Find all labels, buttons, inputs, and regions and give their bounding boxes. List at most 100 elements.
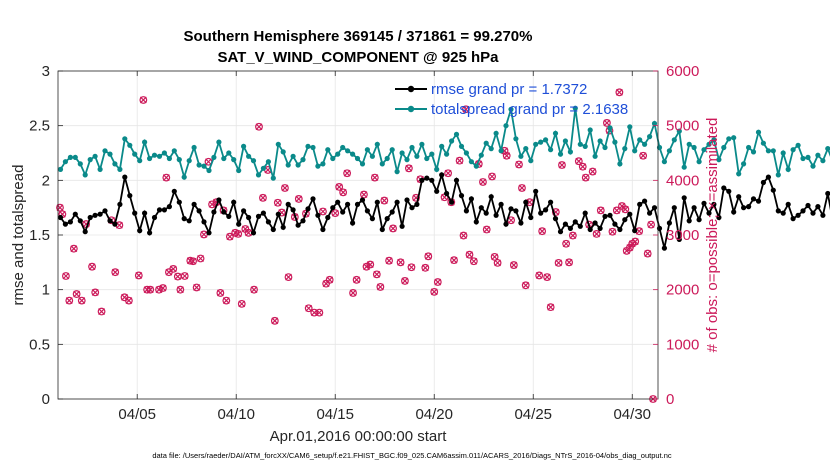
totalspread-point xyxy=(404,157,410,163)
totalspread-point xyxy=(726,136,732,142)
totalspread-point xyxy=(770,148,776,154)
totalspread-point xyxy=(280,149,286,155)
totalspread-point xyxy=(498,148,504,154)
obs-count-point xyxy=(255,122,263,131)
totalspread-point xyxy=(775,172,781,178)
rmse-point xyxy=(444,190,450,197)
obs-count-point xyxy=(111,268,120,277)
totalspread-point xyxy=(661,159,668,165)
rmse-point xyxy=(602,213,608,219)
rmse-point xyxy=(330,205,336,211)
rmse-point xyxy=(166,204,172,210)
rmse-point xyxy=(552,216,559,222)
rmse-point xyxy=(557,229,564,235)
totalspread-point xyxy=(711,137,717,143)
rmse-point xyxy=(567,225,574,231)
obs-count-point xyxy=(515,160,523,169)
obs-count-point xyxy=(546,303,555,312)
obs-count-point xyxy=(424,252,433,261)
rmse-point xyxy=(468,196,474,202)
totalspread-point xyxy=(449,138,455,144)
totalspread-point xyxy=(211,154,217,160)
rmse-point xyxy=(374,199,380,205)
totalspread-point xyxy=(102,148,108,154)
totalspread-point xyxy=(676,128,682,134)
totalspread-point xyxy=(226,150,232,156)
rmse-point xyxy=(315,212,321,218)
rmse-point xyxy=(543,207,549,213)
totalspread-point xyxy=(825,146,830,152)
obs-count-point xyxy=(139,96,148,104)
totalspread-point xyxy=(627,124,633,130)
obs-count-point xyxy=(433,278,442,286)
rmse-point xyxy=(255,213,262,219)
totalspread-point xyxy=(607,125,613,131)
totalspread-point xyxy=(597,138,603,144)
totalspread-point xyxy=(820,158,826,164)
rmse-point xyxy=(587,226,593,233)
obs-count-point xyxy=(385,256,393,265)
rmse-point xyxy=(790,216,796,222)
totalspread-point xyxy=(790,147,796,153)
y-right-tick-label: 3000 xyxy=(666,227,699,244)
totalspread-point xyxy=(250,158,257,164)
rmse-point xyxy=(419,177,425,183)
totalspread-point xyxy=(295,162,301,168)
totalspread-point xyxy=(533,141,539,147)
y-left-tick-label: 3 xyxy=(42,63,50,80)
obs-count-point xyxy=(509,261,518,269)
axes-layer: 04/05 04/10 04/15 04/20 04/25 04/30 0 0.5 1 1.5 2 2… xyxy=(29,63,699,423)
x-tick-label: 04/05 xyxy=(118,406,156,423)
totalspread-point xyxy=(647,134,653,140)
totalspread-point xyxy=(617,161,623,167)
totalspread-point xyxy=(112,161,118,167)
obs-count-point xyxy=(396,258,405,267)
legend: rmse grand pr = 1.7372 totalspread grand… xyxy=(395,81,628,118)
totalspread-point xyxy=(508,106,514,112)
totalspread-point xyxy=(493,130,499,136)
rmse-point xyxy=(142,210,148,216)
totalspread-point xyxy=(142,139,148,145)
obs-count-point xyxy=(372,270,381,279)
rmse-point xyxy=(270,226,276,233)
totalspread-point xyxy=(320,161,326,167)
rmse-point xyxy=(434,188,440,194)
totalspread-point xyxy=(62,159,68,165)
obs-count-point xyxy=(216,289,225,297)
rmse-point xyxy=(87,214,93,221)
rmse-point xyxy=(800,208,806,214)
obs-count-point xyxy=(259,193,267,202)
rmse-point xyxy=(72,211,78,217)
obs-count-point xyxy=(270,316,279,325)
totalspread-point xyxy=(379,161,385,167)
rmse-point xyxy=(226,213,232,219)
obs-count-point xyxy=(234,230,243,238)
totalspread-point xyxy=(310,144,316,151)
totalspread-point xyxy=(552,130,559,136)
rmse-point xyxy=(562,221,569,227)
totalspread-point xyxy=(359,161,366,167)
obs-count-point xyxy=(568,231,577,240)
rmse-point xyxy=(637,201,643,207)
rmse-point xyxy=(265,219,271,225)
rmse-point xyxy=(458,193,465,199)
totalspread-point xyxy=(186,158,192,164)
obs-count-point xyxy=(273,198,282,207)
totalspread-point xyxy=(350,151,356,157)
rmse-point xyxy=(711,201,717,207)
rmse-point xyxy=(335,199,341,205)
totalspread-point xyxy=(92,153,98,159)
obs-count-point xyxy=(155,285,163,294)
totalspread-point xyxy=(681,164,687,170)
totalspread-point xyxy=(750,149,757,155)
obs-count-point xyxy=(315,308,324,317)
rmse-point xyxy=(696,217,702,223)
series-layer xyxy=(56,88,830,403)
rmse-point xyxy=(379,226,385,233)
rmse-point xyxy=(538,210,544,216)
obs-count-point xyxy=(588,167,597,176)
obs-count-point xyxy=(349,289,357,297)
rmse-point xyxy=(746,204,752,210)
rmse-point xyxy=(612,221,618,227)
obs-count-point xyxy=(370,173,379,182)
